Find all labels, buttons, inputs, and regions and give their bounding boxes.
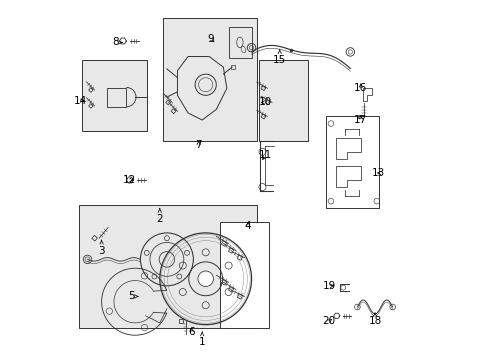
Text: 10: 10 [259,98,272,107]
Text: 18: 18 [367,313,381,326]
Text: 4: 4 [244,221,251,231]
Circle shape [198,271,213,287]
Bar [107,87,126,107]
Text: 2: 2 [156,208,163,224]
Bar [325,117,378,208]
Bar [219,222,269,328]
Bar [79,205,256,328]
Text: 8: 8 [112,37,122,48]
Text: 12: 12 [123,175,136,185]
Text: 17: 17 [354,115,367,125]
Text: 11: 11 [259,150,272,160]
Bar [228,27,251,58]
Bar [163,18,256,141]
Text: 16: 16 [354,83,367,93]
Bar [258,60,307,141]
Text: 5: 5 [128,292,138,301]
Text: 19: 19 [322,281,335,291]
Bar [231,65,235,69]
Text: 1: 1 [199,332,205,347]
Text: 7: 7 [195,140,202,150]
Text: 20: 20 [322,316,335,326]
Text: 6: 6 [188,327,195,337]
Bar [82,60,147,131]
Text: 15: 15 [273,49,286,65]
Text: 3: 3 [98,240,105,256]
Text: 14: 14 [74,96,87,105]
Text: 9: 9 [207,34,214,44]
Text: 13: 13 [371,168,385,178]
